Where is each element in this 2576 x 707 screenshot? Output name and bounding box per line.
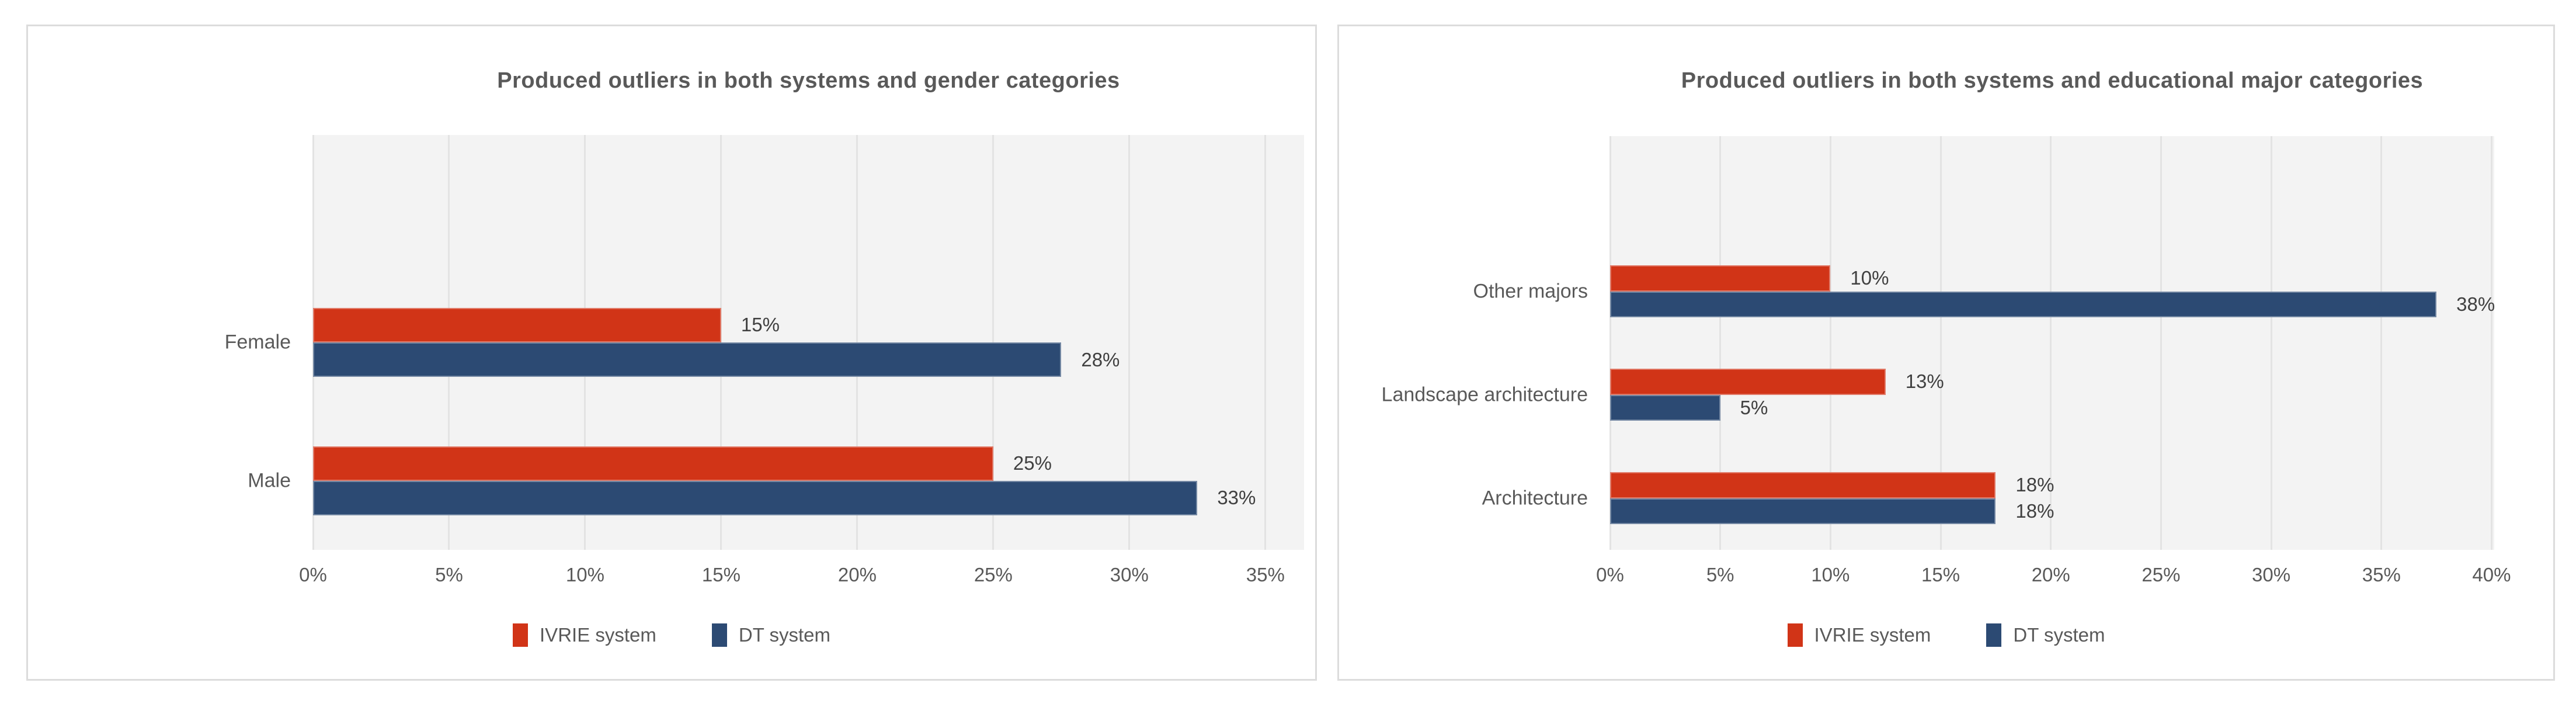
plot-area: 15% 28% 25% 33% xyxy=(312,135,1304,550)
axis-region: 15% 28% 25% 33% xyxy=(312,135,1267,550)
major-chart-panel: Produced outliers in both systems and ed… xyxy=(1337,25,2555,681)
data-label: 18% xyxy=(2015,474,2054,496)
gridline-5% xyxy=(1719,136,1722,550)
legend-item-dt: DT system xyxy=(1986,623,2105,647)
data-label: 13% xyxy=(1905,370,1944,393)
bar-male-dt xyxy=(313,480,1198,515)
legend-label: DT system xyxy=(2013,624,2105,646)
legend-marker-icon xyxy=(1787,623,1803,647)
legend-marker-icon xyxy=(513,623,529,647)
x-tick-label: 10% xyxy=(1811,564,1850,585)
legend-item-dt: DT system xyxy=(711,623,830,647)
plot-area: 10% 38% 13% 5% 18% 18% xyxy=(1609,136,2495,550)
gridline-25% xyxy=(2160,136,2162,550)
data-label: 15% xyxy=(741,314,780,336)
legend-item-ivrie: IVRIE system xyxy=(1787,623,1931,647)
gridline-35% xyxy=(2380,136,2383,550)
data-label: 25% xyxy=(1013,452,1052,474)
bar-other-majors-dt xyxy=(1610,291,2437,317)
x-tick-label: 30% xyxy=(2252,564,2291,585)
category-label-male: Male xyxy=(248,469,291,492)
bar-other-majors-ivrie xyxy=(1610,265,1831,292)
gridline-30% xyxy=(1128,135,1131,550)
gender-chart-panel: Produced outliers in both systems and ge… xyxy=(26,25,1317,681)
bar-architecture-ivrie xyxy=(1610,472,1996,498)
bar-landscape-architecture-ivrie xyxy=(1610,369,1886,395)
legend-item-ivrie: IVRIE system xyxy=(513,623,656,647)
x-tick-label: 5% xyxy=(1706,564,1734,585)
legend-label: DT system xyxy=(738,624,830,646)
data-label: 5% xyxy=(1740,396,1768,418)
gridline-10% xyxy=(1829,136,1831,550)
legend-marker-icon xyxy=(711,623,727,647)
gridline-20% xyxy=(2050,136,2052,550)
data-label: 18% xyxy=(2015,500,2054,522)
category-label-female: Female xyxy=(224,331,291,354)
gridline-0% xyxy=(1609,136,1611,550)
x-tick-label: 20% xyxy=(837,564,877,585)
x-tick-label: 30% xyxy=(1110,564,1149,585)
chart-title-major: Produced outliers in both systems and ed… xyxy=(1681,68,2424,93)
category-label-landscape-architecture: Landscape architecture xyxy=(1381,383,1588,406)
bar-female-ivrie xyxy=(313,307,721,342)
data-label: 33% xyxy=(1217,487,1256,509)
bar-male-ivrie xyxy=(313,446,993,481)
x-tick-label: 25% xyxy=(974,564,1013,585)
legend: IVRIE system DT system xyxy=(1339,623,2553,647)
legend: IVRIE system DT system xyxy=(28,623,1315,647)
category-label-architecture: Architecture xyxy=(1482,487,1588,509)
x-tick-label: 35% xyxy=(2362,564,2401,585)
x-tick-label: 0% xyxy=(299,564,327,585)
data-label: 38% xyxy=(2456,293,2495,315)
x-tick-label: 0% xyxy=(1596,564,1624,585)
category-label-other-majors: Other majors xyxy=(1473,280,1588,302)
axis-region: 10% 38% 13% 5% 18% 18% xyxy=(1609,136,2495,550)
data-label: 28% xyxy=(1081,348,1120,370)
x-tick-label: 5% xyxy=(435,564,463,585)
legend-label: IVRIE system xyxy=(1814,624,1931,646)
bar-female-dt xyxy=(313,342,1062,377)
data-label: 10% xyxy=(1850,267,1889,289)
gridline-35% xyxy=(1264,135,1267,550)
bar-architecture-dt xyxy=(1610,498,1996,524)
legend-label: IVRIE system xyxy=(540,624,656,646)
x-tick-label: 15% xyxy=(701,564,741,585)
x-tick-label: 10% xyxy=(565,564,604,585)
legend-marker-icon xyxy=(1986,623,2002,647)
gridline-30% xyxy=(2270,136,2272,550)
gridline-40% xyxy=(2490,136,2492,550)
x-tick-label: 15% xyxy=(1921,564,1960,585)
x-tick-label: 20% xyxy=(2031,564,2070,585)
bar-landscape-architecture-dt xyxy=(1610,394,1720,421)
gridline-15% xyxy=(1939,136,1942,550)
chart-title-gender: Produced outliers in both systems and ge… xyxy=(497,68,1120,93)
x-tick-label: 35% xyxy=(1246,564,1285,585)
x-tick-label: 25% xyxy=(2142,564,2181,585)
x-tick-label: 40% xyxy=(2472,564,2511,585)
